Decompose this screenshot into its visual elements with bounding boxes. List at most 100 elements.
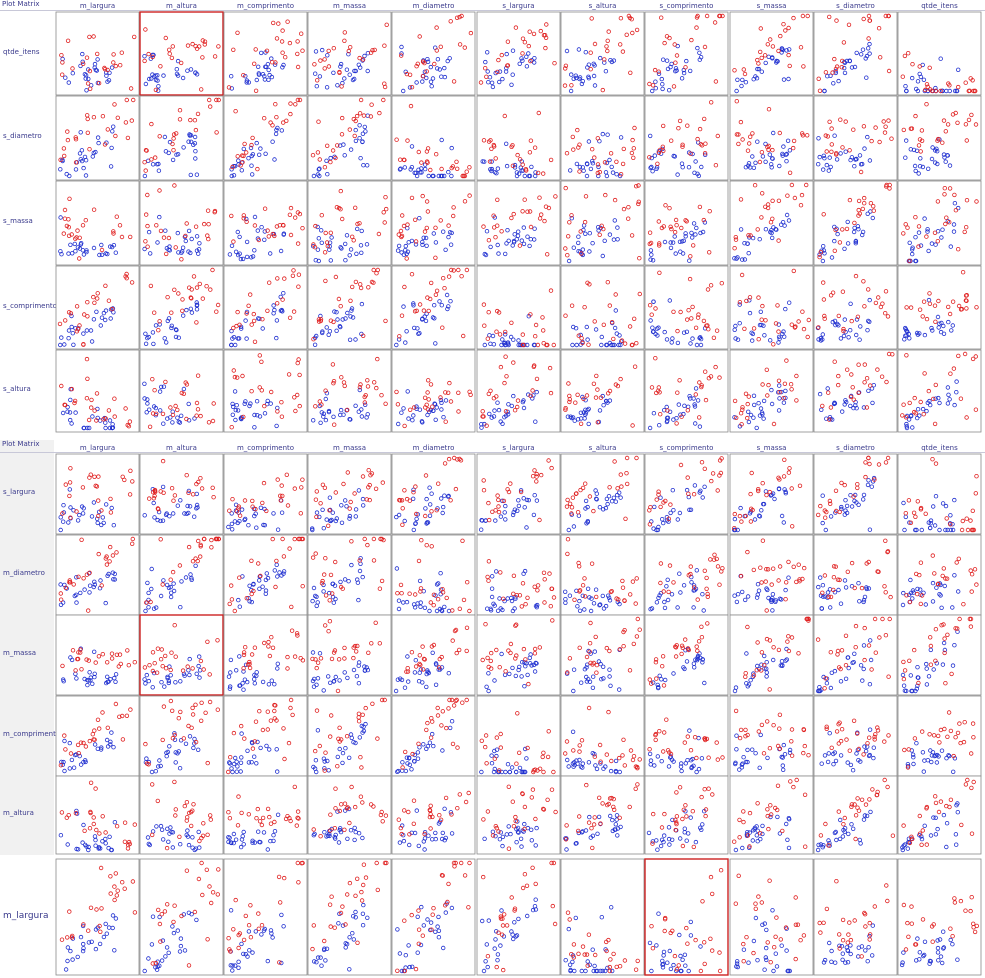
data-point-red <box>532 651 538 656</box>
data-point-red <box>145 223 150 229</box>
data-point-red <box>467 608 472 614</box>
data-point-blue <box>262 237 267 242</box>
data-point-red <box>852 220 857 226</box>
data-point-red <box>379 578 385 584</box>
data-point-red <box>622 627 627 633</box>
data-point-red <box>73 668 78 673</box>
data-point-blue <box>900 602 906 608</box>
data-point-red <box>789 486 794 491</box>
data-point-blue <box>176 335 181 340</box>
data-point-red <box>195 373 201 378</box>
data-point-blue <box>859 52 864 57</box>
data-point-blue <box>59 251 64 257</box>
data-point-blue <box>584 521 589 526</box>
data-point-red <box>372 47 377 53</box>
data-point-blue <box>861 599 866 605</box>
data-point-blue <box>568 88 574 94</box>
data-point-red <box>587 640 593 646</box>
scatter-cell <box>897 453 982 535</box>
data-point-blue <box>242 677 248 682</box>
data-point-blue <box>532 493 537 498</box>
data-point-red <box>453 627 459 633</box>
data-point-blue <box>653 79 658 84</box>
data-point-blue <box>585 519 590 525</box>
data-point-red <box>125 422 130 428</box>
data-point-red <box>653 657 659 662</box>
data-point-red <box>73 160 79 165</box>
data-point-red <box>196 479 201 485</box>
data-point-red <box>431 592 437 597</box>
data-point-blue <box>80 51 85 57</box>
data-point-red <box>783 596 788 602</box>
data-point-blue <box>232 389 238 394</box>
data-point-blue <box>593 327 599 332</box>
data-point-blue <box>702 680 707 686</box>
data-point-blue <box>941 323 946 329</box>
data-point-red <box>126 662 131 668</box>
data-point-red <box>679 643 685 648</box>
data-point-red <box>542 600 547 605</box>
data-point-red <box>873 300 879 306</box>
data-point-blue <box>577 76 582 82</box>
data-point-red <box>543 45 548 51</box>
data-point-red <box>918 560 924 565</box>
data-point-blue <box>849 504 855 509</box>
data-point-blue <box>233 249 239 254</box>
data-point-red <box>359 765 364 770</box>
data-point-blue <box>952 642 957 648</box>
column-header-s-comprimento: s_comprimento <box>659 2 714 10</box>
data-point-blue <box>532 226 537 231</box>
data-point-red <box>409 649 415 655</box>
data-point-red <box>745 415 750 421</box>
scatter-cell <box>391 695 476 777</box>
data-point-blue <box>233 407 238 413</box>
data-point-red <box>177 117 183 122</box>
data-point-blue <box>657 423 662 428</box>
scatter-cell <box>560 534 645 616</box>
data-point-red <box>150 54 155 60</box>
data-point-blue <box>180 245 186 250</box>
data-point-blue <box>353 127 358 133</box>
scatter-cell <box>223 695 308 777</box>
data-point-red <box>394 137 399 142</box>
data-point-red <box>68 751 74 756</box>
data-point-red <box>199 700 204 705</box>
data-point-red <box>405 222 410 227</box>
data-point-blue <box>578 764 584 769</box>
data-point-blue <box>692 402 697 407</box>
data-point-red <box>143 239 148 244</box>
data-point-blue <box>759 508 764 513</box>
data-point-red <box>92 300 97 305</box>
data-point-blue <box>854 156 859 162</box>
data-point-red <box>593 395 599 400</box>
data-point-red <box>384 22 389 27</box>
data-point-blue <box>254 399 260 404</box>
data-point-red <box>886 13 891 19</box>
data-point-red <box>130 97 136 103</box>
data-point-blue <box>524 497 530 503</box>
data-point-blue <box>342 577 348 582</box>
data-point-blue <box>441 504 446 510</box>
row-label-m-altura: m_altura <box>3 809 34 817</box>
data-point-blue <box>424 496 429 502</box>
data-point-red <box>880 616 885 622</box>
data-point-blue <box>428 502 433 507</box>
data-point-blue <box>350 315 356 320</box>
data-point-red <box>776 647 782 653</box>
data-point-red <box>257 353 262 358</box>
data-point-red <box>601 322 606 327</box>
data-point-red <box>189 725 194 730</box>
data-point-blue <box>62 342 67 347</box>
data-point-blue <box>259 50 264 56</box>
data-point-red <box>618 16 624 21</box>
scatter-cell <box>560 453 645 535</box>
data-point-blue <box>229 521 235 527</box>
data-point-red <box>739 272 745 278</box>
data-point-blue <box>485 69 490 74</box>
data-point-blue <box>365 667 371 673</box>
data-point-blue <box>338 64 343 69</box>
data-point-red <box>688 564 693 569</box>
data-point-blue <box>94 309 99 314</box>
data-point-blue <box>404 329 409 334</box>
data-point-red <box>315 78 320 83</box>
